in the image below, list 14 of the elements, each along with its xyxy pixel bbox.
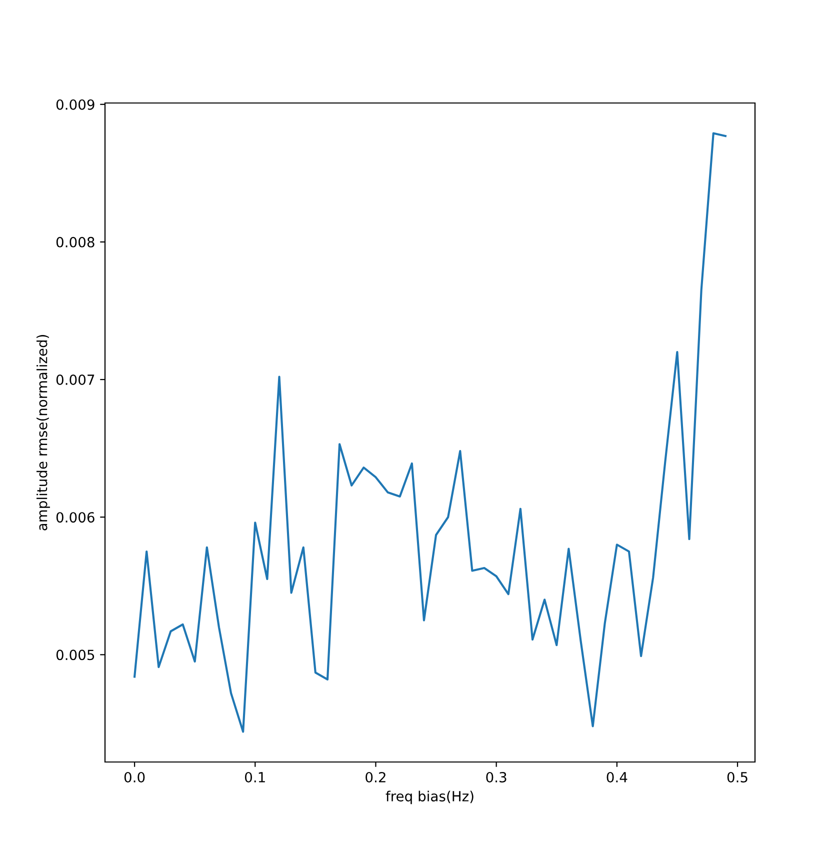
x-tick-label: 0.3 <box>486 772 506 782</box>
y-tick-label: 0.008 <box>56 236 94 248</box>
y-axis-title: amplitude rmse(normalized) <box>36 335 50 530</box>
y-tick-label: 0.005 <box>56 650 94 660</box>
y-tick-label: 0.009 <box>56 99 94 110</box>
x-tick-label: 0.1 <box>245 772 265 782</box>
y-tick-label: 0.007 <box>56 374 94 386</box>
x-tick-label: 0.0 <box>124 772 145 782</box>
x-tick-label: 0.5 <box>727 772 748 782</box>
line-series <box>134 132 726 733</box>
x-axis-title: freq bias(Hz) <box>386 790 474 804</box>
y-tick-label: 0.006 <box>56 512 94 523</box>
x-tick-label: 0.4 <box>606 772 628 782</box>
x-tick-label: 0.2 <box>366 772 386 782</box>
